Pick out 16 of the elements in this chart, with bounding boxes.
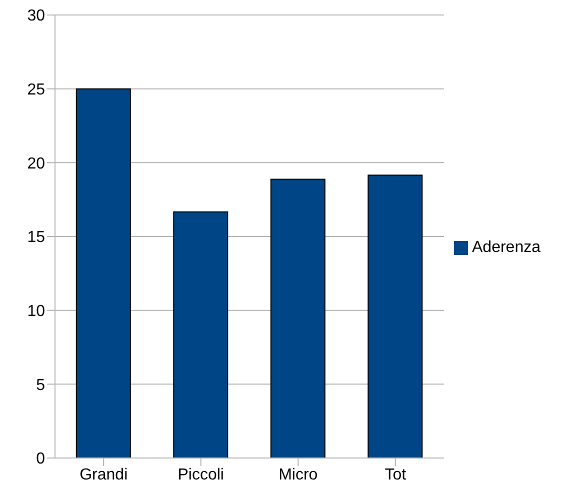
- bar: [368, 174, 423, 458]
- bar: [173, 211, 228, 458]
- y-tick-label: 30: [27, 8, 46, 25]
- legend-label: Aderenza: [472, 239, 540, 256]
- x-tick-label: Grandi: [80, 466, 128, 484]
- x-tick-label: Micro: [278, 466, 318, 484]
- y-tick-label: 10: [27, 303, 46, 320]
- y-tick-label: 20: [27, 155, 46, 172]
- y-tick-label: 15: [27, 229, 46, 246]
- y-tick-label: 5: [36, 376, 46, 394]
- y-tick-label: 25: [27, 82, 46, 99]
- x-tick-label: Tot: [384, 466, 407, 484]
- bar: [76, 88, 131, 458]
- bar: [270, 178, 326, 458]
- x-tick-label: Piccoli: [178, 466, 224, 484]
- y-tick-label: 0: [36, 450, 46, 468]
